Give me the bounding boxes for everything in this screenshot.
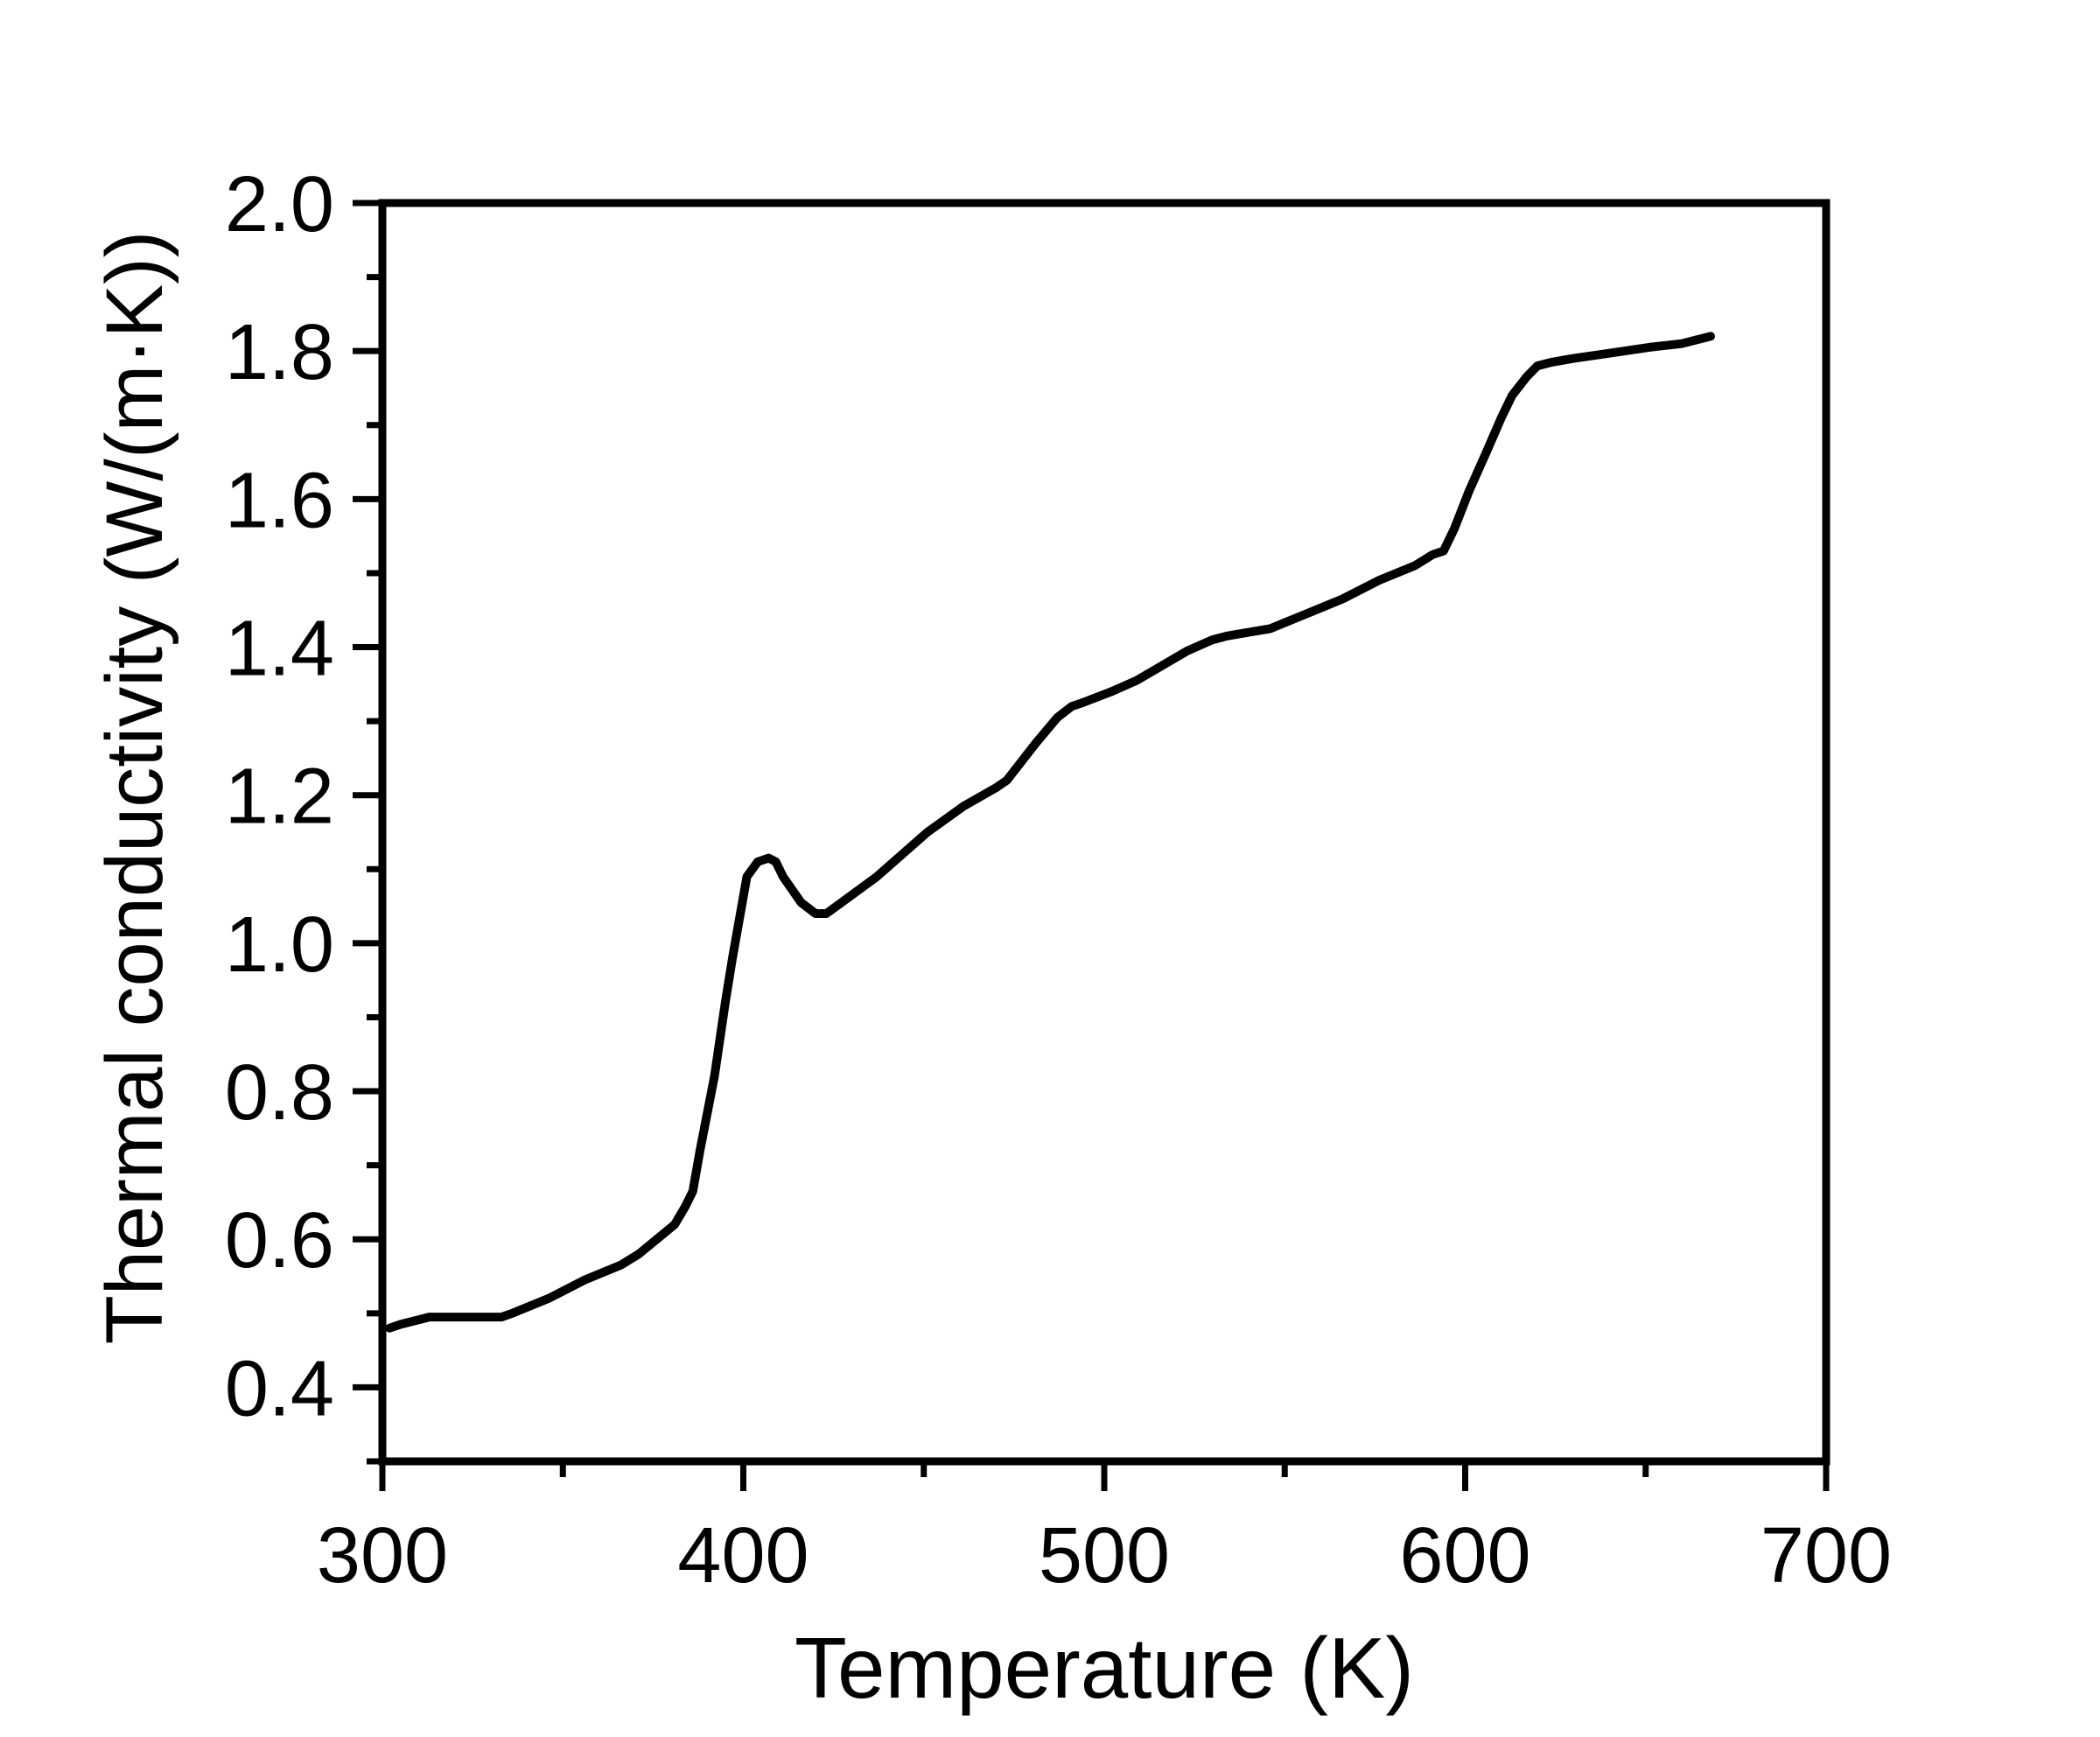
y-tick-label: 1.4 <box>225 606 334 693</box>
y-tick-label: 1.8 <box>225 309 334 396</box>
y-tick-label: 0.8 <box>225 1049 334 1137</box>
y-tick-label: 1.2 <box>225 753 334 841</box>
x-tick-label: 600 <box>1399 1512 1530 1600</box>
x-tick-label: 300 <box>317 1512 448 1600</box>
plot-frame <box>378 199 1830 1466</box>
y-tick-label: 0.4 <box>225 1345 334 1432</box>
y-tick-label: 1.0 <box>225 901 334 989</box>
x-tick-label: 400 <box>677 1512 808 1600</box>
x-tick-label: 500 <box>1039 1512 1170 1600</box>
y-axis-label: Thermal conductivity (W/(m·K)) <box>90 231 179 1345</box>
y-tick-label: 2.0 <box>225 161 334 249</box>
tick-labels-layer: 300 400 500 600 700 0.4 0.6 0.8 1.0 1.2 1.4 1.6 1.8 2… <box>225 161 1892 1600</box>
x-tick-label: 700 <box>1760 1512 1892 1600</box>
y-tick-label: 1.6 <box>225 457 334 544</box>
ticks-layer <box>353 200 1830 1491</box>
series-line <box>385 332 1715 1333</box>
y-tick-label: 0.6 <box>225 1197 334 1285</box>
x-axis-label: Temperature (K) <box>794 1620 1414 1716</box>
